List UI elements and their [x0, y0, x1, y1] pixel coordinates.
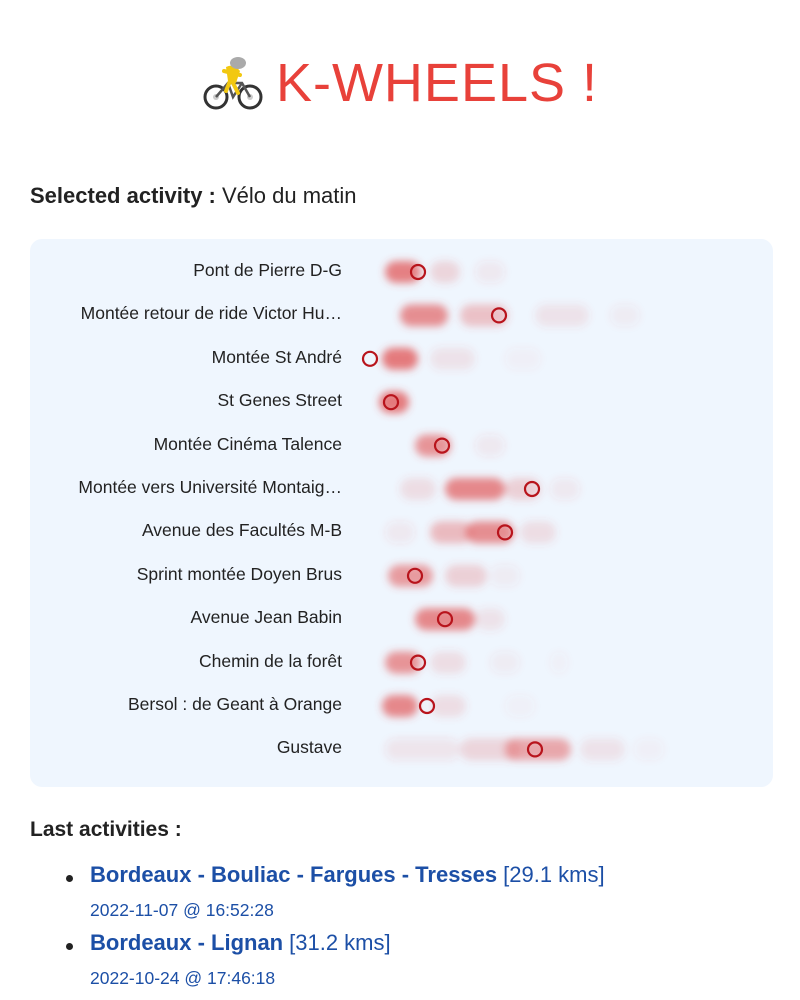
segment-heat-strip: [400, 304, 640, 327]
segment-label: Chemin de la forêt: [199, 650, 342, 671]
segment-heat-strip: [388, 564, 520, 587]
segment-label: Montée Cinéma Talence: [153, 433, 342, 454]
activity-link[interactable]: Bordeaux - Lignan [31.2 kms]: [90, 930, 391, 955]
bullet-icon: [66, 875, 73, 882]
current-time-marker: [382, 394, 400, 411]
activity-date: 2022-10-24 @ 17:46:18: [90, 968, 276, 988]
current-time-marker: [418, 697, 436, 715]
segment-heat-strip: [385, 738, 664, 761]
app-header: K-WHEELS !: [0, 48, 800, 118]
current-time-marker: [496, 524, 514, 541]
activity-distance: [29.1 kms]: [503, 862, 605, 887]
segment-heat-strip: [385, 521, 556, 544]
segment-heat-strip: [382, 695, 466, 717]
segment-label: Bersol : de Geant à Orange: [127, 694, 342, 714]
bullet-icon: [66, 943, 73, 950]
segment-heat-strip: [400, 478, 580, 500]
last-activities-title: Last activities :: [30, 818, 182, 841]
current-time-marker: [409, 263, 427, 281]
segment-label: Pont de Pierre D-G: [193, 260, 342, 280]
segment-label: Avenue des Facultés M-B: [141, 520, 342, 541]
current-time-marker: [523, 480, 541, 498]
current-time-marker: [406, 567, 424, 584]
segments-panel: Pont de Pierre D-G Montée retour de ride …: [30, 239, 773, 787]
app-title: K-WHEELS !: [275, 53, 599, 113]
selected-activity: Selected activity : Vélo du matin: [30, 183, 357, 209]
segment-label: Montée retour de ride Victor Hu…: [80, 303, 342, 324]
segment-heat-strip: [382, 347, 541, 370]
activity-date: 2022-11-07 @ 16:52:28: [90, 900, 274, 920]
current-time-marker: [436, 611, 454, 628]
cyclist-icon: [203, 57, 263, 110]
segment-label: Gustave: [276, 737, 342, 758]
current-time-marker: [361, 350, 379, 367]
segment-heat-strip: [415, 434, 505, 457]
current-time-marker: [490, 307, 508, 324]
activity-distance: [31.2 kms]: [289, 930, 391, 955]
selected-activity-label: Selected activity :: [30, 183, 216, 208]
segment-label: Avenue Jean Babin: [190, 607, 342, 628]
segments-heatmap: [361, 261, 664, 761]
current-time-marker: [433, 437, 451, 454]
current-time-marker: [526, 741, 544, 758]
segment-label: Sprint montée Doyen Brus: [136, 563, 342, 584]
current-time-marker: [409, 654, 427, 671]
segment-label: Montée St André: [211, 346, 342, 367]
segment-label: Montée vers Université Montaig…: [78, 477, 342, 497]
selected-activity-value: Vélo du matin: [222, 183, 357, 208]
segment-heat-strip: [385, 651, 520, 674]
segment-heat-strip: [385, 261, 505, 283]
segment-heat-strip: [415, 608, 505, 631]
activity-link[interactable]: Bordeaux - Bouliac - Fargues - Tresses [2…: [90, 862, 605, 887]
segment-label: St Genes Street: [217, 390, 342, 411]
